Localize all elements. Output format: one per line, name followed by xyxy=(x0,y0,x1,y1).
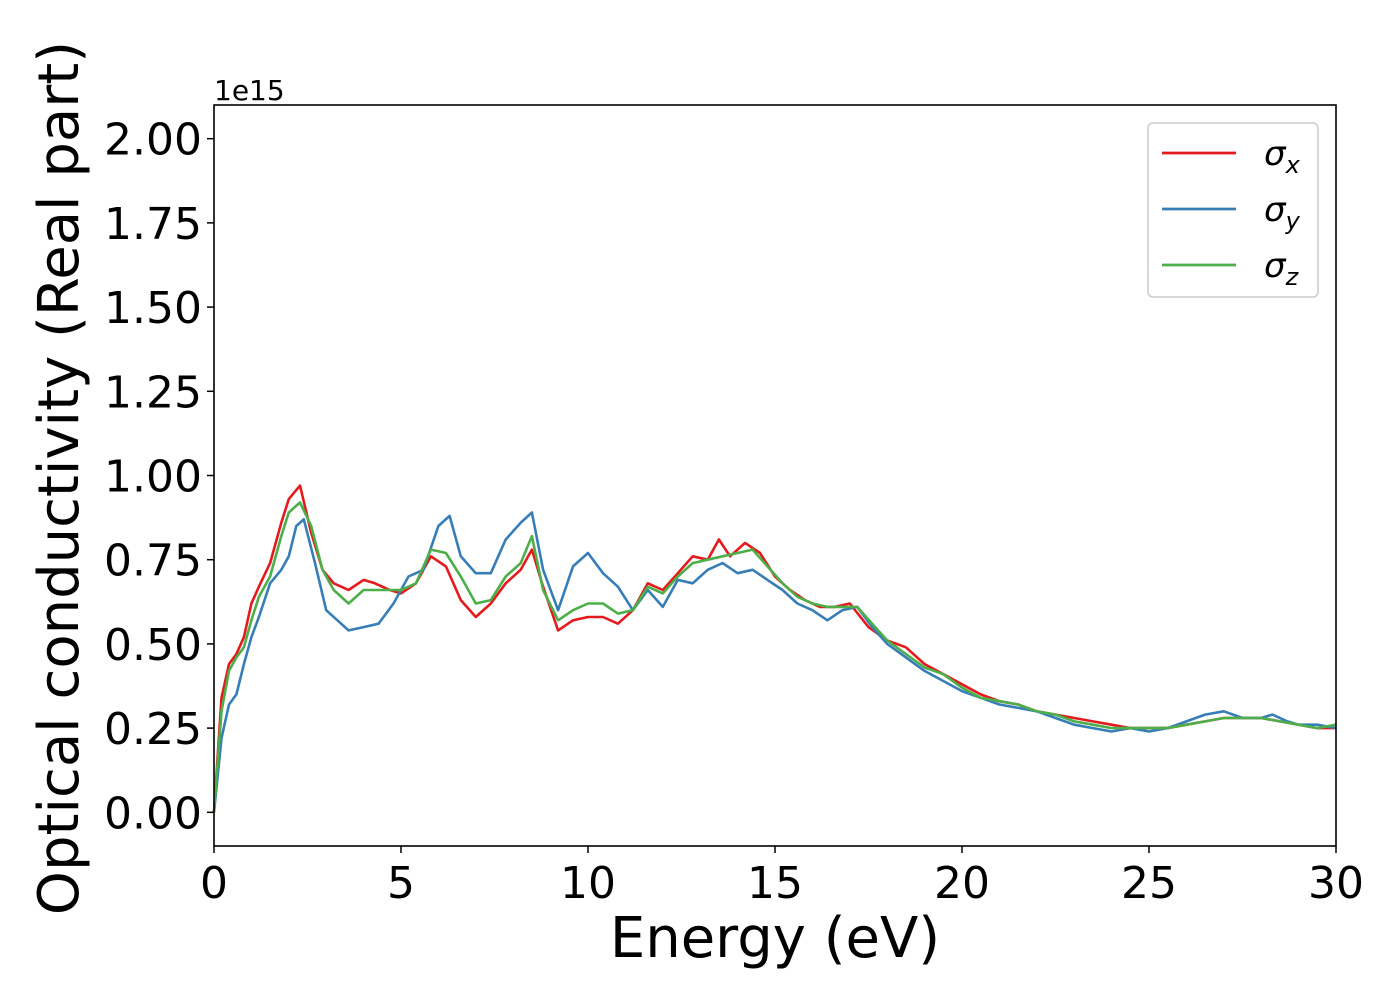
x-tick-label: 30 xyxy=(1308,858,1364,909)
y-axis-label: Optical conductivity (Real part) xyxy=(27,41,92,915)
y-tick-label: 0.00 xyxy=(104,788,202,839)
y-tick-label: 1.50 xyxy=(104,283,202,334)
x-axis-label: Energy (eV) xyxy=(610,906,940,971)
series-layer xyxy=(212,484,1337,813)
y-tick-label: 1.75 xyxy=(104,199,202,250)
y-axis-ticks: 0.00 0.25 0.50 0.75 1.00 1.25 1.50 1.75 2.00 xyxy=(104,115,214,839)
y-tick-label: 2.00 xyxy=(104,115,202,166)
series-line-x xyxy=(212,484,1336,813)
x-tick-label: 5 xyxy=(387,858,415,909)
y-tick-label: 0.50 xyxy=(104,620,202,671)
y-tick-label: 0.25 xyxy=(104,704,202,755)
y-axis-offset-label: 1e15 xyxy=(214,74,285,107)
y-tick-label: 0.75 xyxy=(104,536,202,587)
x-tick-label: 10 xyxy=(560,858,616,909)
series-line-z xyxy=(212,501,1337,813)
x-axis-ticks: 0 5 10 15 20 25 30 xyxy=(200,846,1364,909)
x-tick-label: 25 xyxy=(1121,858,1177,909)
series-line-y xyxy=(212,511,1337,813)
x-tick-label: 15 xyxy=(747,858,803,909)
x-tick-label: 20 xyxy=(934,858,990,909)
y-tick-label: 1.00 xyxy=(104,452,202,503)
x-tick-label: 0 xyxy=(200,858,228,909)
y-tick-label: 1.25 xyxy=(104,367,202,418)
